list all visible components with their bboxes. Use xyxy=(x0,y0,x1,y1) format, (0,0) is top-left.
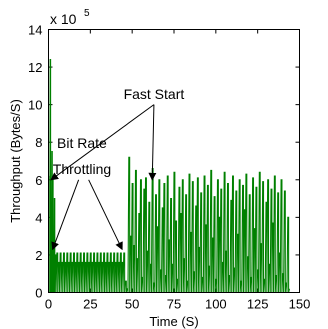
y-multiplier-base: x 10 xyxy=(50,11,77,27)
y-multiplier-exponent: 5 xyxy=(84,8,90,19)
y-tick-label: 6 xyxy=(35,173,42,188)
plot-frame xyxy=(48,29,300,293)
annotations: Fast Start Bit Rate Throttling xyxy=(50,86,185,251)
x-tick-label: 0 xyxy=(45,297,52,312)
annotation-arrow xyxy=(88,179,123,251)
x-tick-label: 125 xyxy=(247,297,269,312)
x-tick-label: 50 xyxy=(125,297,139,312)
series-line-0 xyxy=(49,59,290,293)
x-tick-label: 75 xyxy=(167,297,181,312)
annotation-arrow xyxy=(51,179,80,251)
annotation-arrow xyxy=(50,104,155,181)
y-tick-label: 0 xyxy=(35,286,42,301)
y-tick-label: 14 xyxy=(28,23,42,38)
y-tick-label: 8 xyxy=(35,135,42,150)
x-axis-label: Time (S) xyxy=(149,314,198,329)
series-area xyxy=(49,59,290,293)
x-tick-label: 150 xyxy=(289,297,311,312)
annotation-arrow xyxy=(148,104,157,181)
y-multiplier-label: x 10 5 xyxy=(50,8,90,27)
y-tick-label: 2 xyxy=(35,248,42,263)
x-tick-label: 25 xyxy=(83,297,97,312)
annotation-label: Throttling xyxy=(53,161,111,177)
annotation-label: Bit Rate xyxy=(57,135,107,151)
y-tick-label: 4 xyxy=(35,210,42,225)
annotation-label: Fast Start xyxy=(124,86,185,102)
y-tick-label: 10 xyxy=(28,98,42,113)
y-axis-label: Throughput (Bytes/S) xyxy=(8,99,23,223)
axis-ticks: 0 25 50 75 100 125 150 0 2 4 6 8 10 12 14 xyxy=(28,23,310,312)
x-tick-label: 100 xyxy=(205,297,227,312)
y-tick-label: 12 xyxy=(28,60,42,75)
